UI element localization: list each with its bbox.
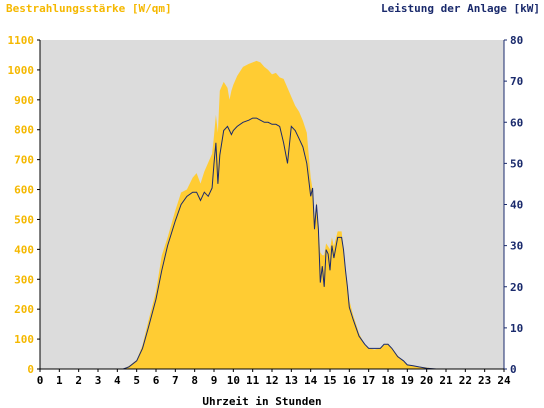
y-tick-label-left: 800 — [14, 124, 34, 137]
x-tick-label: 13 — [285, 374, 298, 387]
x-tick-label: 11 — [246, 374, 260, 387]
x-tick-label: 12 — [265, 374, 278, 387]
x-tick-label: 19 — [401, 374, 414, 387]
x-tick-label: 7 — [172, 374, 179, 387]
x-tick-label: 18 — [381, 374, 394, 387]
series-area-irradiance — [40, 60, 504, 370]
y-tick-label-left: 1000 — [8, 64, 35, 77]
x-tick-label: 24 — [497, 374, 511, 387]
x-tick-label: 8 — [191, 374, 198, 387]
y-tick-label-right: 10 — [510, 322, 523, 335]
y-tick-label-right: 80 — [510, 34, 523, 47]
ylabel-right: Leistung der Anlage [kW] — [381, 2, 540, 15]
x-tick-label: 1 — [56, 374, 63, 387]
y-tick-label-left: 1100 — [8, 34, 35, 47]
x-tick-label: 17 — [362, 374, 375, 387]
x-tick-label: 14 — [304, 374, 318, 387]
series-line-power — [40, 117, 504, 370]
x-tick-label: 9 — [211, 374, 218, 387]
y-tick-label-right: 30 — [510, 240, 523, 253]
x-tick-label: 16 — [343, 374, 357, 387]
y-tick-label-right: 60 — [510, 116, 523, 129]
y-tick-label-left: 0 — [27, 363, 34, 376]
y-tick-label-left: 700 — [14, 154, 34, 167]
y-tick-label-right: 40 — [510, 199, 523, 212]
x-tick-label: 4 — [114, 374, 121, 387]
x-tick-label: 5 — [133, 374, 140, 387]
x-tick-label: 23 — [478, 374, 491, 387]
x-tick-label: 20 — [420, 374, 433, 387]
y-tick-label-left: 500 — [14, 213, 34, 226]
xlabel: Uhrzeit in Stunden — [202, 395, 321, 408]
y-tick-label-right: 70 — [510, 75, 523, 88]
y-tick-label-left: 100 — [14, 333, 34, 346]
y-tick-label-left: 300 — [14, 273, 34, 286]
axes-layer: 0100200300400500600700800900100011000102… — [8, 34, 524, 387]
series-layer — [40, 60, 504, 370]
x-tick-label: 0 — [37, 374, 44, 387]
y-tick-label-right: 0 — [510, 363, 517, 376]
x-tick-label: 3 — [95, 374, 102, 387]
y-tick-label-left: 200 — [14, 303, 34, 316]
ylabel-left: Bestrahlungsstärke [W/qm] — [6, 2, 172, 15]
x-tick-label: 6 — [153, 374, 160, 387]
y-tick-label-right: 20 — [510, 281, 523, 294]
x-tick-label: 2 — [75, 374, 82, 387]
x-tick-label: 15 — [323, 374, 336, 387]
x-tick-label: 22 — [459, 374, 472, 387]
x-tick-label: 10 — [227, 374, 240, 387]
y-tick-label-right: 50 — [510, 157, 523, 170]
x-tick-label: 21 — [439, 374, 453, 387]
y-tick-label-left: 600 — [14, 184, 34, 197]
y-tick-label-left: 900 — [14, 94, 34, 107]
y-tick-label-left: 400 — [14, 243, 34, 256]
